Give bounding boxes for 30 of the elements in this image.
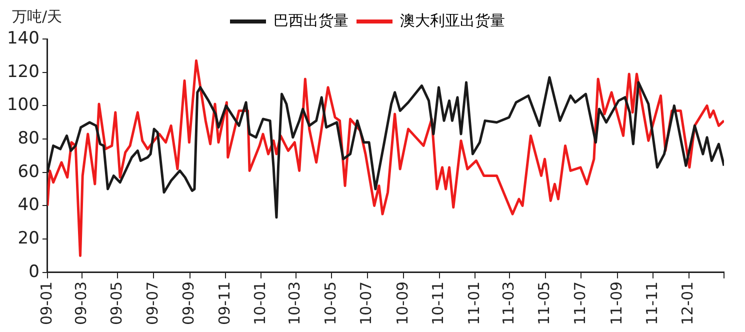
x-tick-label: 09-11 xyxy=(215,281,234,326)
x-tick-label: 11-07 xyxy=(570,281,589,326)
y-tick-label: 100 xyxy=(6,95,40,116)
x-tick-label: 09-07 xyxy=(143,281,162,326)
x-tick-label: 11-03 xyxy=(500,281,518,326)
legend-label: 巴西出货量 xyxy=(274,11,348,30)
x-tick-label: 09-01 xyxy=(37,281,56,326)
y-axis-title: 万吨/天 xyxy=(12,7,62,26)
x-tick-label: 09-05 xyxy=(108,281,126,326)
x-tick-label: 11-05 xyxy=(535,281,554,326)
x-tick-label: 09-09 xyxy=(180,281,198,326)
x-tick-label: 10-01 xyxy=(251,281,270,326)
x-tick-label: 12-01 xyxy=(678,281,697,326)
legend-label: 澳大利亚出货量 xyxy=(400,11,505,30)
y-tick-label: 80 xyxy=(18,128,40,148)
x-tick-label: 10-05 xyxy=(321,281,340,326)
y-tick-label: 120 xyxy=(6,62,40,82)
x-tick-label: 10-07 xyxy=(357,281,376,326)
y-tick-label: 20 xyxy=(18,228,40,248)
x-tick-label: 11-11 xyxy=(643,281,662,326)
y-tick-label: 0 xyxy=(28,262,40,282)
y-tick-label: 140 xyxy=(6,28,40,48)
x-tick-label: 10-03 xyxy=(286,281,304,326)
x-tick-label: 09-03 xyxy=(72,281,90,326)
y-tick-label: 60 xyxy=(18,162,40,182)
x-tick-label: 11-09 xyxy=(607,281,626,326)
y-tick-label: 40 xyxy=(18,195,40,216)
x-tick-label: 11-01 xyxy=(464,281,483,326)
x-tick-label: 10-09 xyxy=(393,281,412,326)
x-tick-label: 10-11 xyxy=(429,281,448,326)
